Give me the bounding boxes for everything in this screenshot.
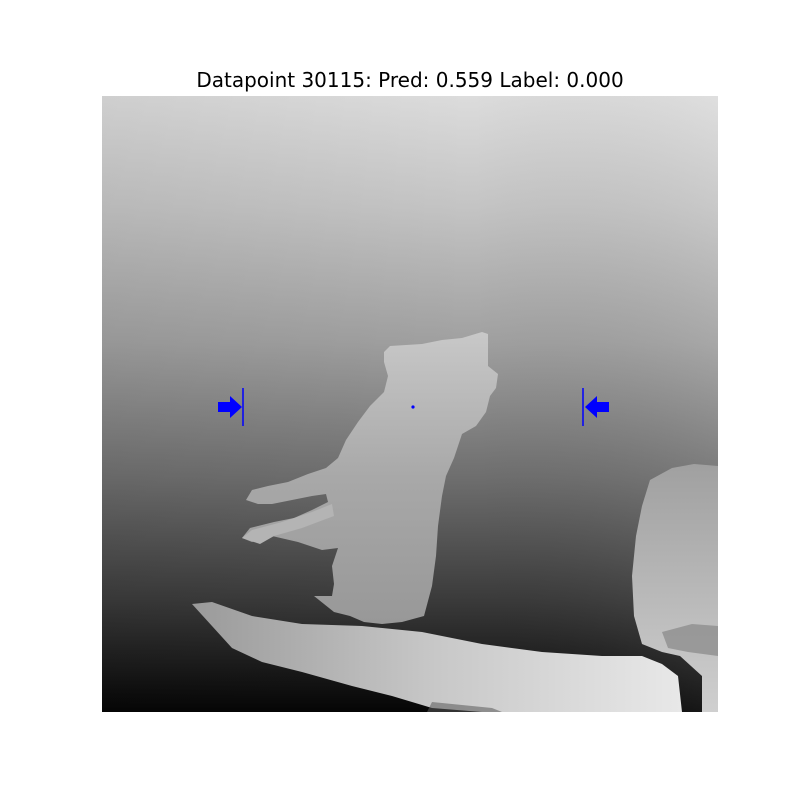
ledge — [192, 602, 682, 712]
right-marker — [582, 388, 609, 426]
depth-image — [102, 96, 718, 712]
center-point — [411, 405, 415, 409]
left-marker — [218, 388, 244, 426]
figure-title: Datapoint 30115: Pred: 0.559 Label: 0.00… — [196, 68, 624, 92]
cat-silhouette — [242, 332, 498, 624]
